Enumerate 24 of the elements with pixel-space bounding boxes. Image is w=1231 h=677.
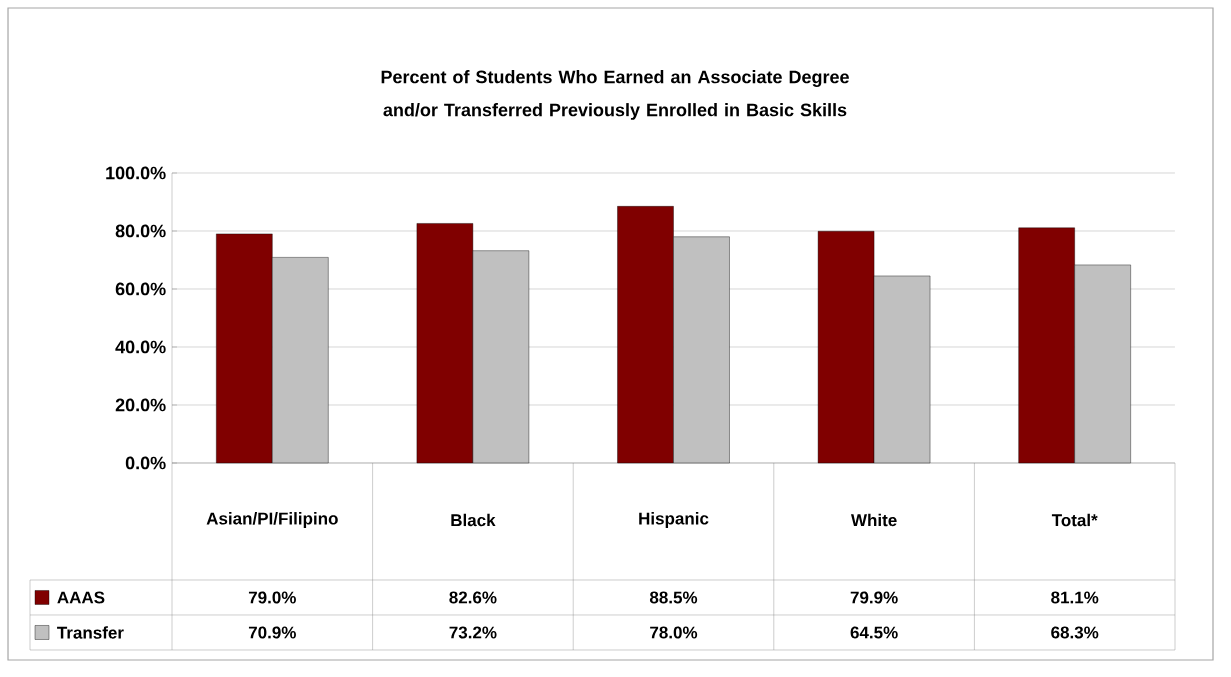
data-label: 78.0% xyxy=(650,626,698,639)
data-label: 81.1% xyxy=(1051,591,1099,604)
x-tick-label: Asian/PI/Filipino xyxy=(206,512,338,528)
legend-label: AAAS xyxy=(57,591,105,604)
y-tick-label: 20.0% xyxy=(115,398,166,412)
data-label: 64.5% xyxy=(850,626,898,639)
y-tick-label: 80.0% xyxy=(115,224,166,238)
x-tick-label: Total* xyxy=(1051,513,1098,527)
data-label: 79.9% xyxy=(850,591,898,604)
y-tick-label: 60.0% xyxy=(115,282,166,296)
x-tick-label: Hispanic xyxy=(639,512,709,528)
data-label: 82.6% xyxy=(449,591,497,604)
y-tick-label: 0.0% xyxy=(125,456,166,470)
data-label: 70.9% xyxy=(248,626,296,639)
legend-label: Transfer xyxy=(57,626,124,639)
data-label: 79.0% xyxy=(248,591,296,604)
x-tick-label: Black xyxy=(451,513,496,527)
y-tick-label: 100.0% xyxy=(106,166,166,180)
data-label: 88.5% xyxy=(649,591,698,604)
data-label: 73.2% xyxy=(449,626,497,639)
x-tick-label: White xyxy=(850,513,897,527)
y-tick-label: 40.0% xyxy=(115,340,166,354)
chart-title: Percent of Students Who Earned an Associate Degree and/or Transferred Previously Enrolled in Basic Skills xyxy=(381,70,849,120)
data-label: 68.3% xyxy=(1051,626,1099,639)
